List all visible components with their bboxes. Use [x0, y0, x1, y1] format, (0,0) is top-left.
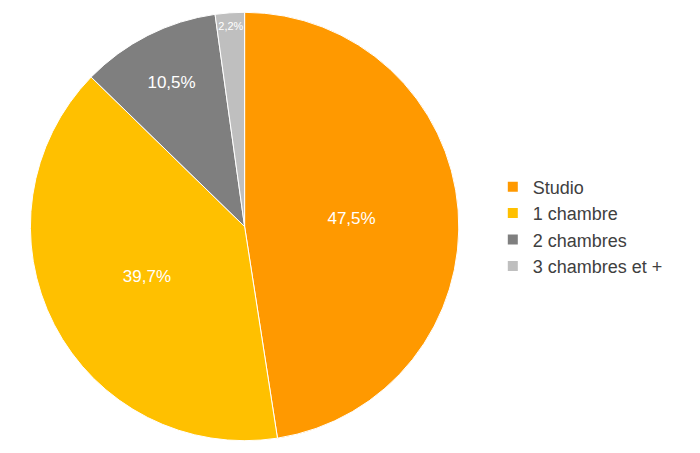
svg-text:47,5%: 47,5% — [327, 209, 375, 228]
svg-text:39,7%: 39,7% — [123, 267, 171, 286]
svg-text:1 chambre: 1 chambre — [533, 204, 618, 224]
svg-text:2 chambres: 2 chambres — [533, 231, 627, 251]
svg-text:3 chambres et +: 3 chambres et + — [533, 257, 663, 277]
svg-text:2,2%: 2,2% — [218, 20, 243, 32]
svg-text:10,5%: 10,5% — [147, 73, 195, 92]
svg-text:Studio: Studio — [533, 178, 584, 198]
